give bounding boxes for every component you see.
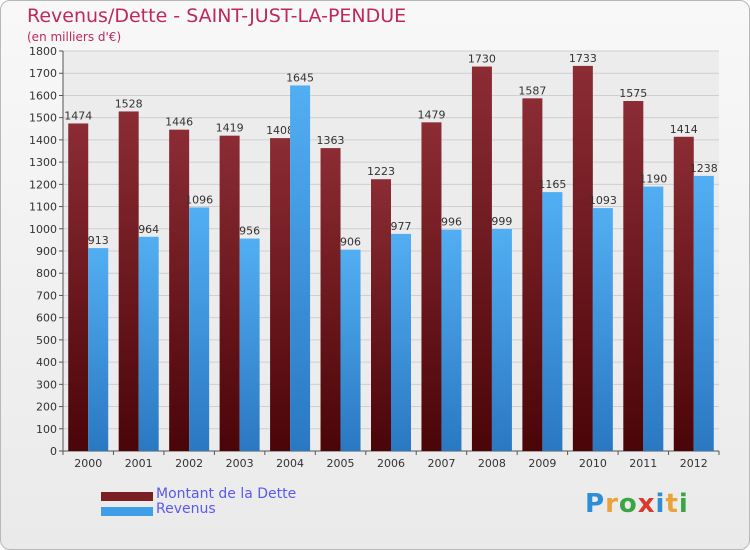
x-tick-label: 2006	[377, 457, 405, 470]
data-label-dette: 1363	[317, 134, 345, 147]
y-tick-label: 600	[36, 312, 57, 325]
data-label-dette: 1528	[115, 97, 143, 110]
bar-revenus	[340, 249, 361, 451]
y-tick-label: 200	[36, 401, 57, 414]
data-label-revenus: 1190	[639, 173, 667, 186]
y-tick-label: 1400	[29, 134, 57, 147]
data-label-dette: 1575	[619, 87, 647, 100]
legend-label-dette: Montant de la Dette	[156, 486, 297, 502]
bar-dette	[320, 148, 341, 451]
bar-dette	[421, 122, 442, 451]
x-tick-label: 2009	[528, 457, 556, 470]
data-label-revenus: 906	[340, 236, 361, 249]
bar-dette	[623, 101, 644, 451]
x-tick-label: 2008	[478, 457, 506, 470]
chart-title: Revenus/Dette - SAINT-JUST-LA-PENDUE	[27, 5, 407, 27]
data-label-dette: 1419	[216, 122, 244, 135]
y-tick-label: 1800	[29, 45, 57, 58]
bar-dette	[471, 66, 492, 452]
bar-revenus	[693, 175, 714, 451]
y-tick-label: 800	[36, 267, 57, 280]
y-tick-label: 1500	[29, 112, 57, 125]
bar-revenus	[138, 236, 159, 451]
data-label-revenus: 1238	[690, 162, 718, 175]
data-label-dette: 1414	[670, 123, 698, 136]
y-tick-label: 1000	[29, 223, 57, 236]
y-tick-label: 1700	[29, 67, 57, 80]
bar-dette	[673, 136, 694, 451]
bar-dette	[219, 135, 240, 451]
bar-revenus	[88, 248, 109, 451]
legend-swatch-dette	[101, 492, 153, 501]
data-label-dette: 1223	[367, 165, 395, 178]
data-label-revenus: 1165	[538, 178, 566, 191]
y-tick-label: 0	[50, 445, 57, 458]
x-tick-label: 2007	[427, 457, 455, 470]
y-tick-label: 400	[36, 356, 57, 369]
data-label-dette: 1408	[266, 124, 294, 137]
y-tick-label: 100	[36, 423, 57, 436]
x-tick-label: 2000	[74, 457, 102, 470]
y-tick-label: 1300	[29, 156, 57, 169]
x-tick-label: 2001	[125, 457, 153, 470]
data-label-revenus: 913	[88, 234, 109, 247]
y-tick-label: 1200	[29, 178, 57, 191]
legend-swatch-revenus	[101, 507, 153, 516]
data-label-revenus: 956	[239, 225, 260, 238]
x-tick-label: 2003	[226, 457, 254, 470]
x-tick-label: 2012	[680, 457, 708, 470]
bar-dette	[68, 123, 89, 451]
x-tick-label: 2002	[175, 457, 203, 470]
bar-dette	[371, 179, 391, 451]
data-label-dette: 1733	[569, 52, 597, 65]
y-tick-label: 300	[36, 378, 57, 391]
data-label-revenus: 1093	[589, 194, 617, 207]
bar-revenus	[542, 192, 563, 451]
data-label-revenus: 999	[491, 215, 512, 228]
data-label-revenus: 1645	[286, 71, 314, 84]
bar-revenus	[643, 186, 664, 452]
y-tick-label: 500	[36, 334, 57, 347]
bar-dette	[169, 129, 190, 451]
bar-dette	[572, 65, 593, 451]
proxiti-logo: Proxiti	[585, 489, 689, 519]
data-label-dette: 1587	[518, 84, 546, 97]
x-tick-label: 2010	[579, 457, 607, 470]
bar-dette	[118, 111, 139, 451]
bar-revenus	[290, 85, 311, 451]
data-label-revenus: 1096	[185, 193, 213, 206]
data-label-dette: 1446	[165, 116, 193, 129]
data-label-dette: 1479	[417, 108, 445, 121]
data-label-revenus: 996	[441, 216, 462, 229]
bar-dette	[270, 138, 291, 451]
legend-label-revenus: Revenus	[156, 501, 216, 517]
y-tick-label: 1100	[29, 201, 57, 214]
bar-revenus	[592, 208, 613, 451]
x-tick-label: 2004	[276, 457, 304, 470]
data-label-revenus: 977	[391, 220, 412, 233]
x-tick-label: 2011	[629, 457, 657, 470]
bar-revenus	[239, 238, 260, 451]
data-label-revenus: 964	[138, 223, 159, 236]
bar-revenus	[491, 229, 512, 451]
bar-revenus	[189, 207, 210, 451]
chart-subtitle: (en milliers d'€)	[27, 30, 122, 44]
bar-revenus	[391, 233, 411, 451]
data-label-dette: 1474	[64, 109, 92, 122]
x-tick-label: 2005	[327, 457, 355, 470]
y-tick-label: 700	[36, 289, 57, 302]
y-tick-label: 1600	[29, 89, 57, 102]
bar-dette	[522, 98, 543, 451]
bar-revenus	[441, 229, 462, 451]
data-label-dette: 1730	[468, 53, 496, 66]
y-tick-label: 900	[36, 245, 57, 258]
